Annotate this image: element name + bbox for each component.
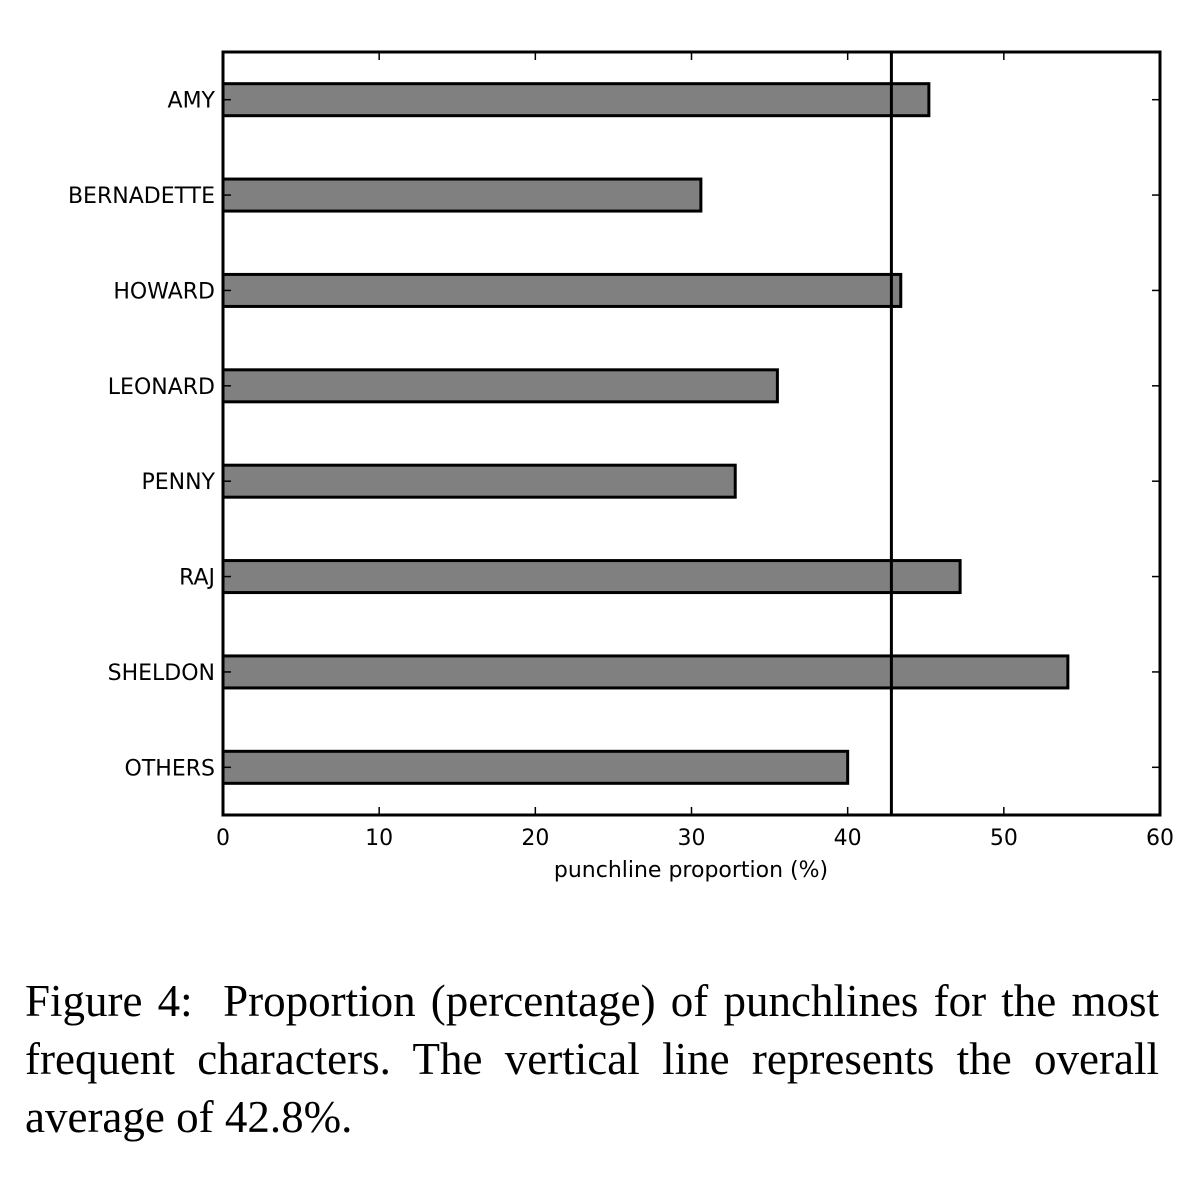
x-tick-label: 10 <box>365 826 393 851</box>
bar-amy <box>221 82 931 118</box>
x-tick-label: 50 <box>990 826 1018 851</box>
caption-text: Proportion (percentage) of punchlines fo… <box>25 976 1159 1142</box>
bar-sheldon <box>221 654 1070 690</box>
y-tick-label-amy: AMY <box>168 89 216 114</box>
bar-raj <box>221 559 962 595</box>
bar-bernadette <box>221 177 703 213</box>
x-tick-label: 20 <box>521 826 549 851</box>
ticks-layer <box>222 52 1161 815</box>
y-tick-label-bernadette: BERNADETTE <box>68 184 215 209</box>
bars-layer <box>221 82 1070 785</box>
bar-others <box>221 749 850 785</box>
x-tick-label: 60 <box>1146 826 1174 851</box>
plot-frame <box>221 50 1162 817</box>
tick-labels-layer: AMY BERNADETTE HOWARD LEONARD PENNY RAJ SHELDO… <box>68 89 1174 851</box>
bar-chart: AMY BERNADETTE HOWARD LEONARD PENNY RAJ SHELDO… <box>68 50 1174 883</box>
x-tick-label: 0 <box>216 826 230 851</box>
y-tick-label-penny: PENNY <box>141 470 215 495</box>
y-tick-label-others: OTHERS <box>125 756 215 781</box>
y-tick-label-howard: HOWARD <box>113 279 215 304</box>
caption-label: Figure 4: <box>25 976 193 1026</box>
x-tick-label: 40 <box>834 826 862 851</box>
x-axis-label: punchline proportion (%) <box>554 858 828 883</box>
bar-penny <box>221 463 737 499</box>
figure-caption: Figure 4: Proportion (percentage) of pun… <box>25 972 1159 1146</box>
y-tick-label-raj: RAJ <box>179 566 215 591</box>
bar-leonard <box>221 368 779 404</box>
x-tick-label: 30 <box>678 826 706 851</box>
y-tick-label-leonard: LEONARD <box>108 375 215 400</box>
bar-howard <box>221 272 903 308</box>
y-tick-label-sheldon: SHELDON <box>108 661 215 686</box>
